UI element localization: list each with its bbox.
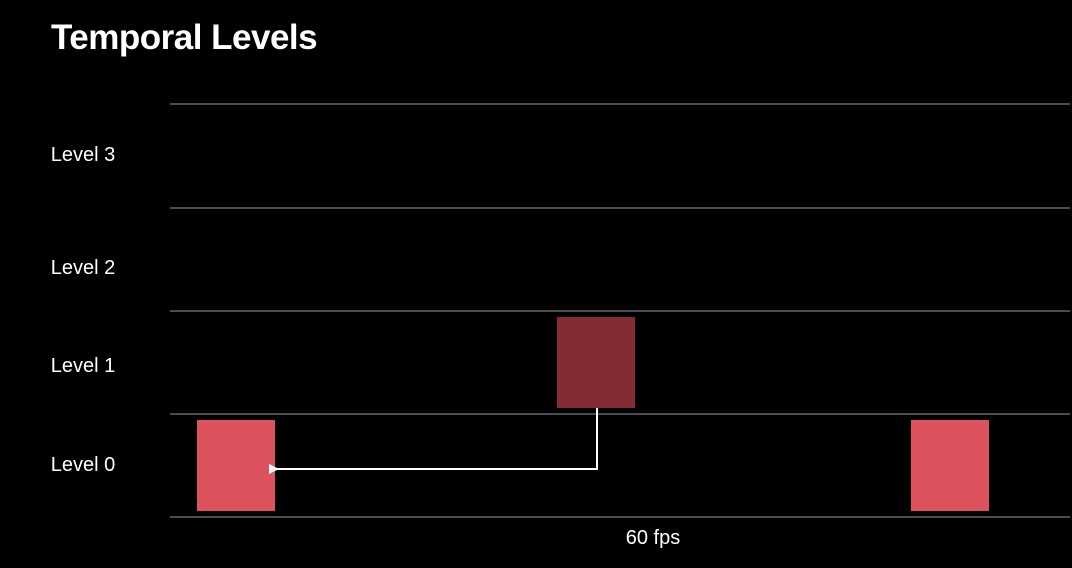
level-0-label: Level 0 — [50, 454, 116, 476]
frame-level-0-last — [911, 420, 989, 511]
level-3-label: Level 3 — [50, 144, 116, 166]
frame-rate-label: 60 fps — [625, 527, 681, 549]
frame-level-1 — [557, 317, 635, 408]
frame-level-0-first — [197, 420, 275, 511]
level-1-label: Level 1 — [50, 355, 116, 377]
level-2-label: Level 2 — [50, 257, 116, 279]
page-title: Temporal Levels — [51, 18, 318, 57]
reference-arrow — [269, 408, 598, 474]
